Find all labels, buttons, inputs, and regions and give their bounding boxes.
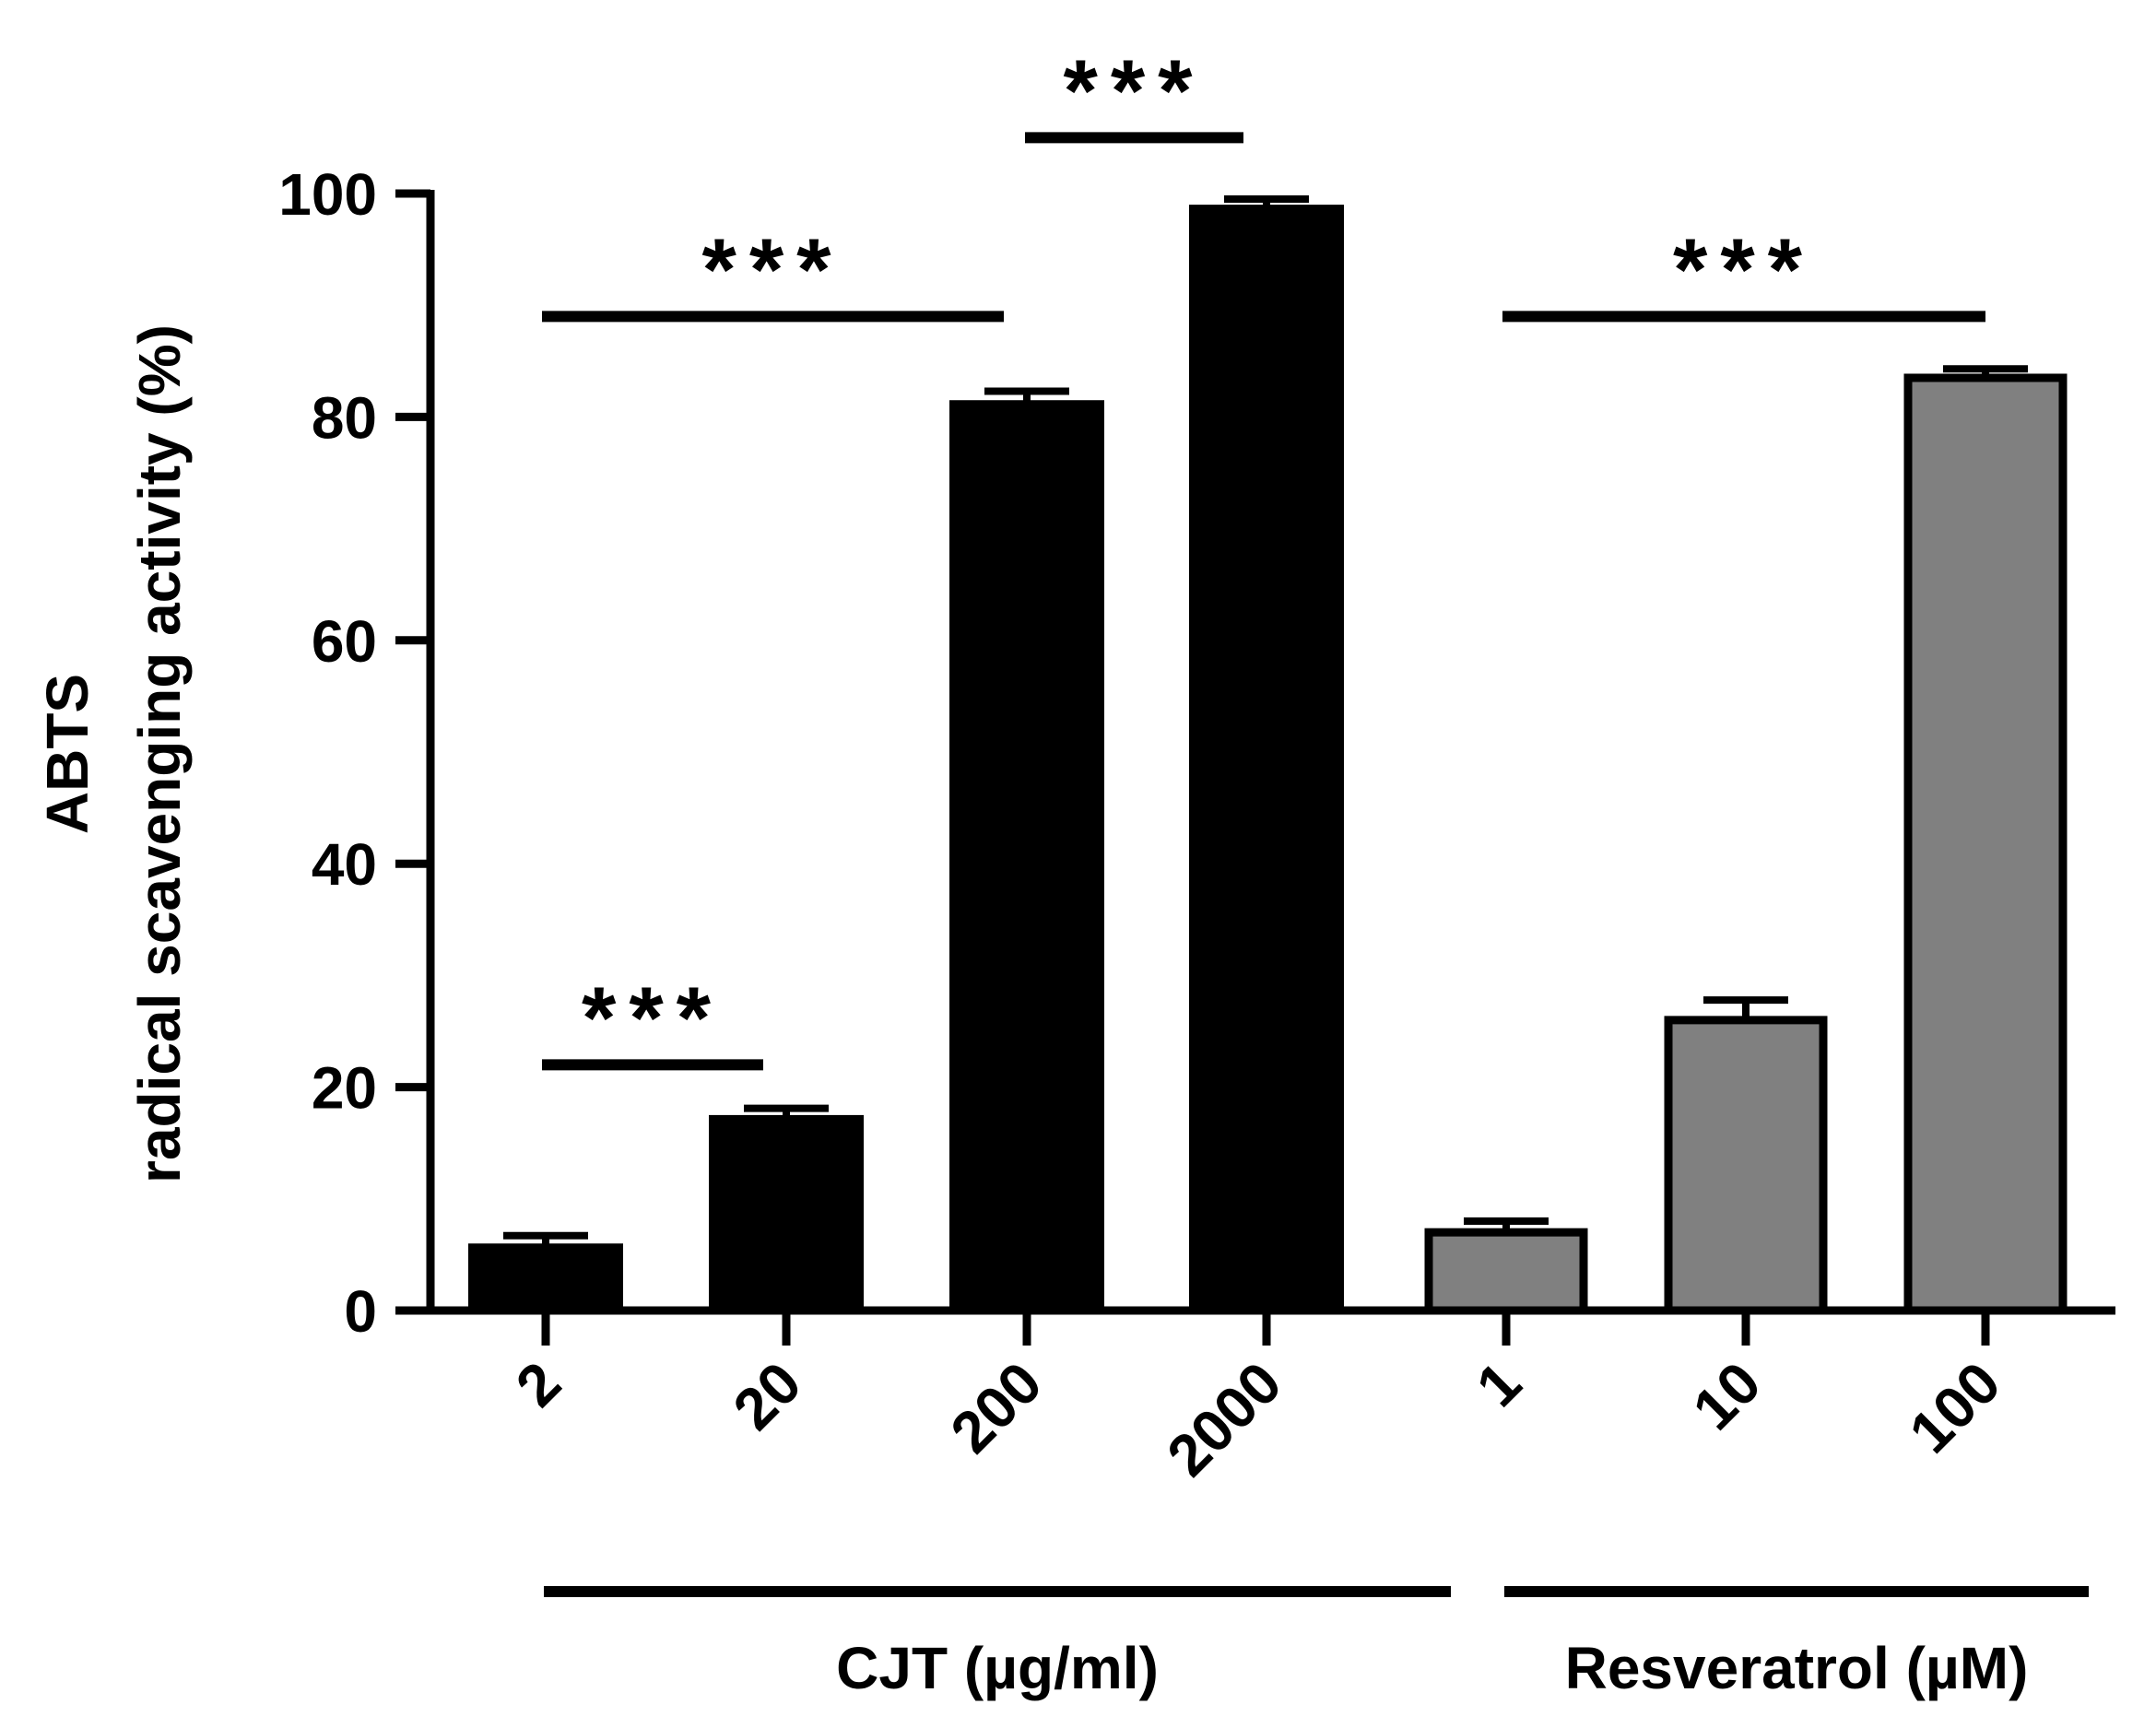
- x-tick-label-cjt-2: 2: [503, 1349, 573, 1419]
- y-tick-label-0: 0: [344, 1278, 377, 1345]
- y-tick-label-60: 60: [312, 608, 377, 675]
- y-axis-title: ABTS radical scavenging activity (%): [34, 324, 193, 1183]
- significance-stars-2: ***: [701, 220, 843, 319]
- significance-stars-3: ***: [1063, 41, 1205, 140]
- significance-stars-4: ***: [1673, 220, 1815, 319]
- group-label-cjt: CJT (µg/ml): [836, 1635, 1159, 1701]
- bar-cjt-2: [468, 1243, 623, 1311]
- bar-cjt-2000: [1189, 205, 1344, 1311]
- x-tick-label-cjt-200: 200: [937, 1349, 1054, 1465]
- axes-layer: 0 20 40 60 80 100 2 20 200 2000 1 10 100: [278, 161, 2115, 1489]
- x-tick-label-resveratrol-1: 1: [1464, 1349, 1534, 1419]
- bar-cjt-200: [949, 400, 1104, 1311]
- y-tick-label-100: 100: [278, 161, 377, 228]
- x-tick-label-resveratrol-10: 10: [1680, 1349, 1773, 1442]
- y-tick-label-80: 80: [312, 384, 377, 451]
- bars-layer: [468, 195, 2068, 1315]
- x-tick-label-cjt-20: 20: [721, 1349, 814, 1442]
- y-tick-label-20: 20: [312, 1055, 377, 1122]
- y-axis-title-line1: ABTS: [34, 674, 100, 834]
- significance-stars-1: ***: [582, 969, 724, 1067]
- x-tick-label-cjt-2000: 2000: [1154, 1349, 1294, 1489]
- bar-cjt-20: [709, 1114, 864, 1311]
- bar-resveratrol-1: [1424, 1228, 1588, 1315]
- y-axis-title-line2: radical scavenging activity (%): [126, 324, 193, 1183]
- annotations-layer: CJT (µg/ml) Resveratrol (µM) *** *** *** ***: [542, 41, 2089, 1701]
- x-tick-label-resveratrol-100: 100: [1896, 1349, 2012, 1465]
- group-label-resveratrol: Resveratrol (µM): [1565, 1635, 2029, 1701]
- y-tick-label-40: 40: [312, 831, 377, 898]
- bar-resveratrol-10: [1664, 1016, 1828, 1315]
- bar-resveratrol-100: [1903, 373, 2068, 1315]
